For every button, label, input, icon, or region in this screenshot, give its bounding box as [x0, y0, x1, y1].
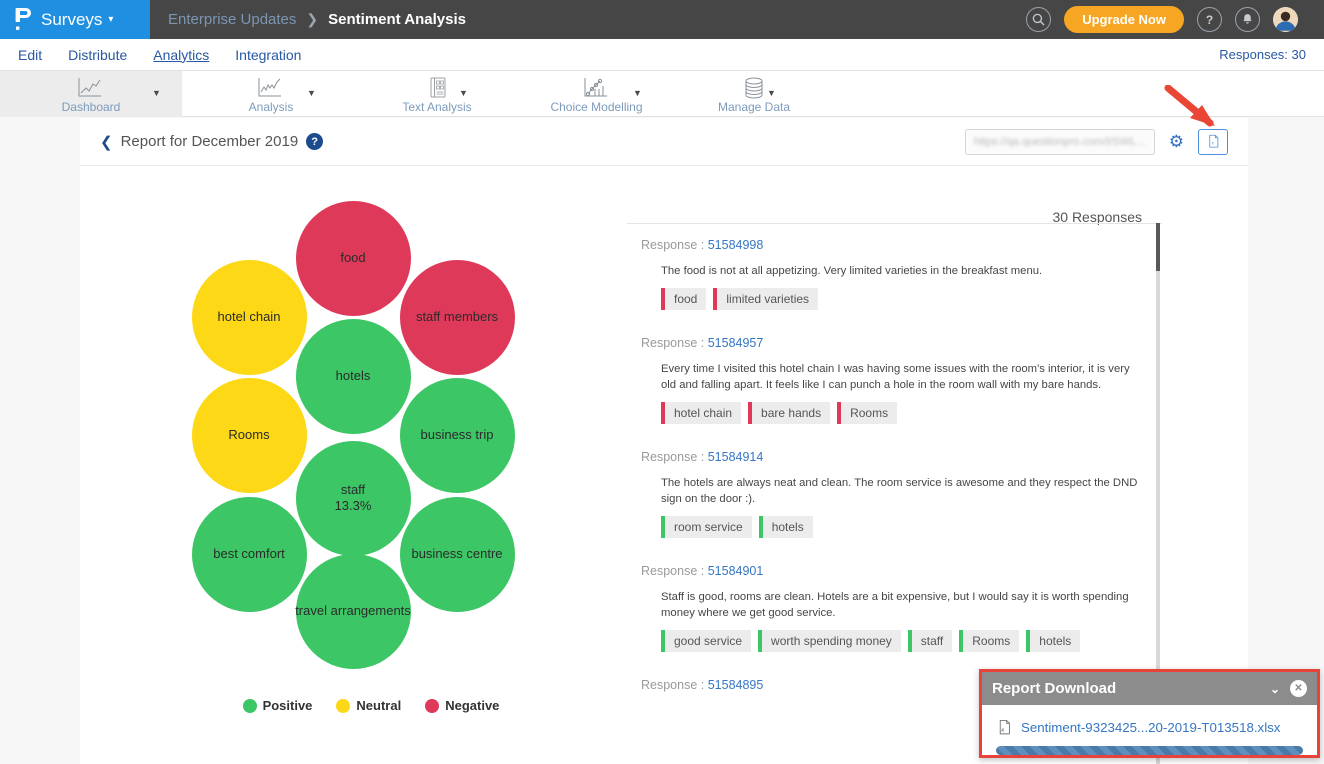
- svg-text:x: x: [1211, 141, 1214, 146]
